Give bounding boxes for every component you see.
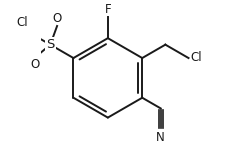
Text: O: O [30, 58, 40, 71]
Text: O: O [52, 12, 62, 25]
Text: F: F [105, 3, 111, 16]
Text: N: N [156, 131, 165, 144]
Text: S: S [46, 38, 55, 51]
Text: Cl: Cl [16, 16, 28, 29]
Text: Cl: Cl [190, 51, 202, 64]
